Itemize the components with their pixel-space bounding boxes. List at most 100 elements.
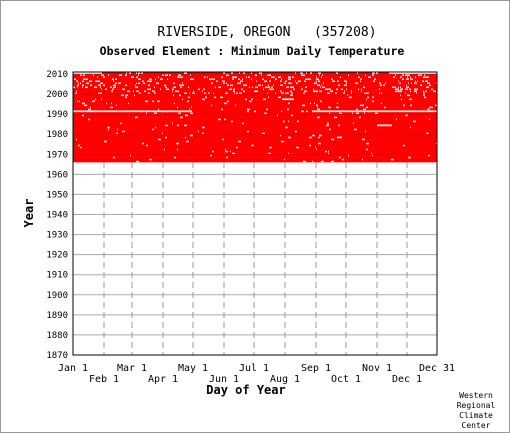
missing-data-mark [337,70,338,72]
missing-data-mark [246,84,247,87]
missing-data-mark [77,84,78,87]
missing-data-mark [101,88,102,91]
missing-data-mark [284,158,285,161]
missing-data-mark [331,138,334,141]
missing-data-mark [216,80,218,83]
missing-data-mark [162,74,164,77]
missing-data-mark [172,122,173,125]
missing-data-mark [242,122,244,125]
missing-data-mark [251,98,253,101]
missing-data-mark [177,106,178,109]
missing-data-mark [158,108,159,111]
missing-data-mark [241,88,243,91]
missing-data-mark [269,146,272,149]
missing-data-mark [126,72,127,75]
missing-data-mark [271,76,274,79]
missing-data-mark [165,136,167,139]
missing-data-mark [224,70,225,72]
missing-data-mark [108,128,109,131]
missing-data-mark [423,76,426,79]
missing-data-mark [207,76,208,79]
missing-data-mark [240,82,241,85]
missing-data-mark [332,80,335,83]
missing-data-mark [366,142,369,145]
missing-data-mark [361,88,362,91]
missing-data-mark [108,74,109,77]
missing-data-mark [89,80,92,83]
missing-data-mark [312,160,313,163]
missing-data-mark [278,76,281,79]
missing-data-mark [251,78,252,81]
footer-line-1: Western [459,391,493,400]
missing-data-mark [73,86,75,89]
missing-data-mark [396,88,399,91]
missing-data-mark [172,70,175,72]
missing-data-mark [193,90,194,93]
missing-data-mark [243,72,245,75]
missing-data-mark [140,70,141,72]
y-tick-label: 1930 [46,231,68,241]
missing-data-mark [136,160,139,163]
missing-data-mark [224,102,227,105]
missing-data-mark [232,76,235,79]
x-tick-label: Feb 1 [89,374,119,385]
missing-data-mark [288,70,290,72]
missing-data-mark [413,70,416,72]
y-axis-label: Year [22,199,36,228]
missing-data-mark [322,74,323,77]
missing-data-mark [214,96,216,99]
missing-data-mark [301,74,302,77]
missing-data-mark [280,80,282,83]
missing-data-mark [122,88,125,91]
missing-data-mark [424,74,425,77]
missing-data-mark [286,86,289,89]
missing-data-mark [227,84,229,87]
missing-data-mark [325,70,326,72]
missing-data-mark [407,76,408,79]
y-tick-label: 1910 [46,271,68,281]
missing-data-mark [301,88,303,91]
missing-data-mark [293,88,295,91]
missing-data-mark [338,84,339,87]
missing-data-mark [273,84,274,87]
missing-data-mark [83,74,85,77]
missing-data-mark [288,120,289,123]
missing-data-mark [399,82,401,85]
missing-data-mark [379,82,381,85]
missing-data-mark [221,76,223,79]
missing-data-mark [268,152,271,155]
missing-data-mark [381,102,382,105]
missing-data-mark [394,76,395,79]
missing-data-mark [136,72,137,75]
missing-data-mark [326,124,329,127]
missing-data-mark [321,160,324,163]
missing-data-mark [106,70,108,72]
missing-data-mark [202,126,205,129]
missing-data-mark [414,88,417,91]
missing-data-mark [76,138,77,141]
missing-data-mark [179,84,182,87]
missing-data-mark [356,108,358,111]
missing-data-mark [286,92,289,95]
y-tick-label: 1970 [46,150,68,160]
missing-data-mark [426,76,429,79]
missing-data-mark [262,132,265,135]
missing-data-mark [88,118,90,121]
missing-data-mark [291,114,293,117]
missing-data-mark [299,80,301,83]
missing-data-mark [429,106,432,109]
missing-data-mark [314,102,315,105]
missing-data-mark [362,158,363,161]
missing-data-mark [181,70,184,72]
missing-data-mark [138,74,139,77]
missing-data-mark [225,92,228,95]
y-tick-label: 1880 [46,331,68,341]
missing-data-mark [375,112,378,115]
missing-data-mark [415,76,416,79]
missing-data-mark [319,74,320,77]
missing-data-mark [152,128,154,131]
missing-data-mark [233,88,235,91]
missing-data-mark [83,78,86,81]
missing-data-mark [203,88,205,91]
